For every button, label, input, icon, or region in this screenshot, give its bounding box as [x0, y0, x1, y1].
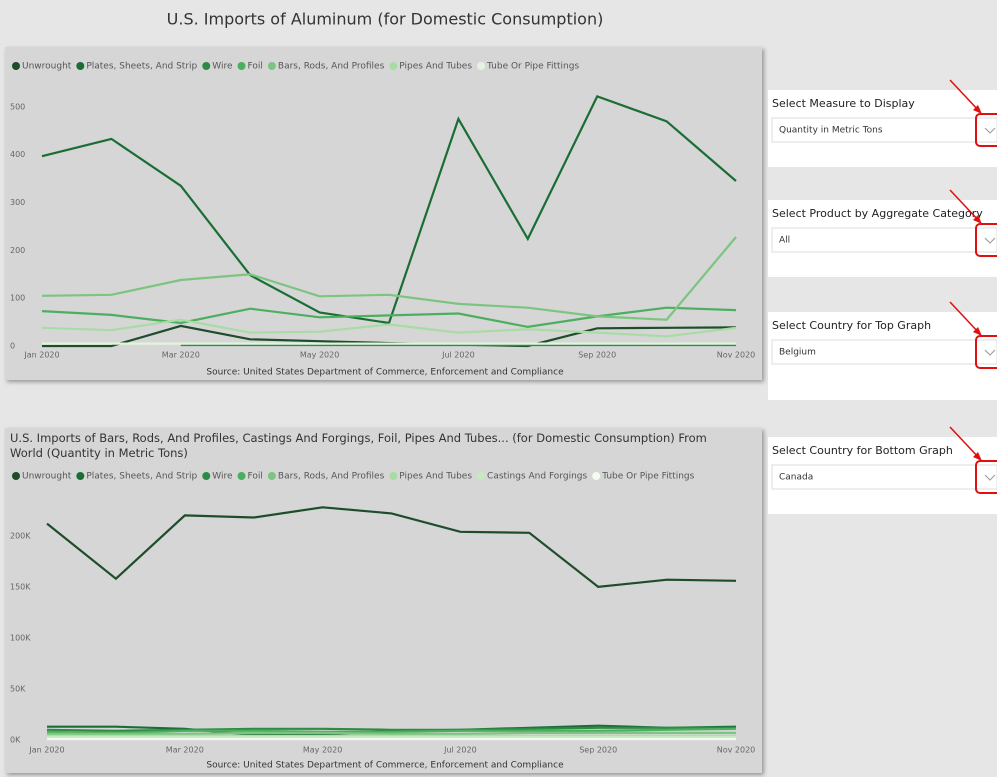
legend-label: Wire — [212, 62, 233, 72]
y-tick-label: 500 — [10, 102, 25, 111]
y-tick-label: 0 — [10, 342, 15, 351]
y-tick-label: 200K — [10, 531, 31, 540]
legend-marker — [237, 62, 246, 70]
legend-label: Wire — [212, 472, 233, 482]
highlight-box — [975, 460, 997, 494]
slicer-label: Select Measure to Display — [772, 97, 915, 110]
series-line — [47, 731, 736, 736]
chart-source: Source: United States Department of Comm… — [206, 368, 564, 378]
legend-label: Plates, Sheets, And Strip — [86, 62, 197, 72]
legend-marker — [389, 472, 398, 480]
series-line — [41, 95, 737, 325]
y-tick-label: 200 — [10, 246, 25, 255]
x-tick-label: Jul 2020 — [441, 351, 475, 360]
chart-source: Source: United States Department of Comm… — [206, 761, 564, 771]
legend-marker — [12, 472, 20, 480]
legend-marker — [237, 472, 246, 480]
legend-label: Pipes And Tubes — [399, 62, 472, 72]
highlight-box — [975, 113, 997, 147]
legend-marker — [76, 62, 85, 70]
y-tick-label: 100 — [10, 294, 25, 303]
bottom-chart-title: U.S. Imports of Bars, Rods, And Profiles… — [10, 431, 707, 460]
slicer-dropdown[interactable] — [771, 227, 997, 253]
legend-marker — [267, 472, 276, 480]
red-arrowhead — [973, 105, 982, 114]
series-line — [46, 727, 737, 735]
slicer-label: Select Country for Top Graph — [772, 319, 931, 332]
series-line — [41, 318, 737, 338]
legend-marker — [202, 472, 211, 480]
x-tick-label: May 2020 — [300, 351, 339, 360]
x-tick-label: Sep 2020 — [579, 746, 617, 755]
red-arrowhead — [973, 215, 982, 224]
legend-marker — [202, 62, 211, 70]
y-tick-label: 0K — [10, 736, 21, 745]
x-tick-label: Nov 2020 — [717, 746, 756, 755]
slicer-value[interactable]: Canada — [779, 473, 813, 483]
red-arrow — [949, 189, 981, 223]
slicer-dropdown[interactable] — [771, 117, 997, 143]
highlight-box — [975, 223, 997, 257]
legend-label: Foil — [248, 472, 263, 482]
series-line — [46, 506, 737, 589]
legend-label: Bars, Rods, And Profiles — [278, 62, 385, 72]
slicer-label: Select Country for Bottom Graph — [772, 444, 953, 457]
red-arrow — [949, 301, 981, 335]
legend-marker — [389, 62, 398, 70]
slicer-value[interactable]: Quantity in Metric Tons — [779, 126, 883, 136]
slicer-value[interactable]: Belgium — [779, 348, 816, 358]
legend-label: Plates, Sheets, And Strip — [86, 472, 197, 482]
chevron — [984, 237, 996, 244]
x-tick-label: Sep 2020 — [578, 351, 616, 360]
legend-label: Castings And Forgings — [487, 472, 587, 482]
slicer-value[interactable]: All — [779, 236, 790, 246]
bottom-card — [5, 428, 762, 773]
slicer-dropdown[interactable] — [771, 339, 997, 365]
series-line — [46, 726, 736, 732]
legend-label: Tube Or Pipe Fittings — [601, 472, 694, 482]
page-title: U.S. Imports of Aluminum (for Domestic C… — [167, 10, 604, 29]
x-tick-label: Jan 2020 — [28, 746, 64, 755]
x-tick-label: Mar 2020 — [162, 351, 200, 360]
slicer-label: Select Product by Aggregate Category — [772, 207, 983, 220]
y-tick-label: 300 — [10, 198, 25, 207]
legend-label: Unwrought — [22, 62, 72, 72]
legend-label: Tube Or Pipe Fittings — [486, 62, 579, 72]
series-line — [41, 236, 737, 321]
y-tick-label: 150K — [10, 582, 31, 591]
legend-label: Unwrought — [22, 472, 72, 482]
legend-label: Bars, Rods, And Profiles — [278, 472, 385, 482]
x-tick-label: Mar 2020 — [166, 746, 204, 755]
x-tick-label: May 2020 — [303, 746, 342, 755]
legend-label: Foil — [248, 62, 263, 72]
highlight-box — [975, 335, 997, 369]
legend-marker — [477, 62, 486, 70]
legend-label: Pipes And Tubes — [399, 472, 472, 482]
legend-marker — [12, 62, 20, 70]
chevron — [984, 127, 996, 134]
red-arrowhead — [973, 327, 982, 336]
series-line — [41, 306, 737, 329]
chevron — [984, 349, 996, 356]
x-tick-label: Jan 2020 — [23, 351, 59, 360]
x-tick-label: Jul 2020 — [443, 746, 477, 755]
y-tick-label: 50K — [10, 684, 26, 693]
y-tick-label: 100K — [10, 633, 31, 642]
legend-marker — [76, 472, 85, 480]
legend-marker — [477, 472, 486, 480]
slicer-dropdown[interactable] — [771, 464, 997, 490]
red-arrow — [949, 426, 981, 460]
legend-marker — [592, 472, 601, 480]
red-arrowhead — [973, 452, 982, 461]
chevron — [984, 474, 996, 481]
legend-marker — [267, 62, 276, 70]
red-arrow — [949, 79, 981, 113]
x-tick-label: Nov 2020 — [717, 351, 756, 360]
y-tick-label: 400 — [10, 150, 25, 159]
